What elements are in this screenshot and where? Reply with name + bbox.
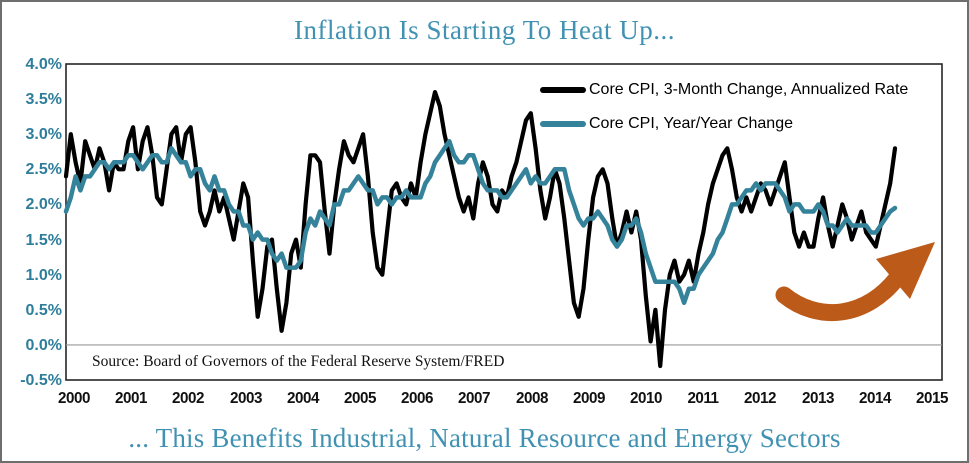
y-tick-label: 0.5%: [25, 301, 62, 319]
source-note: Source: Board of Governors of the Federa…: [92, 353, 505, 370]
y-tick-label: 3.0%: [25, 126, 62, 144]
legend-label: Core CPI, Year/Year Change: [589, 115, 793, 132]
legend-row: Core CPI, Year/Year Change: [540, 115, 908, 133]
x-tick-label: 2014: [858, 390, 891, 407]
x-tick-label: 2011: [687, 390, 720, 407]
x-tick-label: 2002: [172, 390, 205, 407]
y-tick-label: 1.5%: [25, 231, 62, 249]
legend-label: Core CPI, 3-Month Change, Annualized Rat…: [589, 81, 909, 98]
chart-title: Inflation Is Starting To Heat Up...: [293, 15, 676, 45]
x-tick-label: 2000: [58, 390, 90, 407]
legend-line-swatch-icon: [540, 87, 586, 93]
trend-up-arrow-head-icon: [876, 242, 935, 299]
bottom-caption: ... This Benefits Industrial, Natural Re…: [128, 423, 841, 453]
series-line-core-cpi-yoy: [63, 138, 898, 306]
trend-up-arrow-icon: [775, 265, 909, 321]
y-tick-label: 2.0%: [25, 196, 62, 214]
plot-border: [65, 63, 943, 381]
x-axis: 2000 2001 2002 2003 2004 2005 2006 2007 2008 2009…: [2, 390, 967, 412]
y-axis: 4.0% 3.5% 3.0% 2.5% 2.0% 1.5% 1.0% 0.5% 0.0% -0.5…: [6, 2, 62, 461]
y-tick-label: 4.0%: [25, 56, 62, 73]
x-tick-label: 2007: [458, 390, 491, 407]
y-tick-label: 2.5%: [25, 161, 62, 179]
x-tick-label: 2012: [744, 390, 777, 407]
x-tick-label: 2004: [286, 390, 319, 407]
y-tick-label: 0.0%: [25, 336, 62, 354]
x-tick-label: 2001: [115, 390, 148, 407]
legend-line-swatch-icon: [540, 121, 586, 127]
legend: Core CPI, 3-Month Change, Annualized Rat…: [540, 81, 908, 149]
x-tick-label: 2008: [515, 390, 548, 407]
x-tick-label: 2009: [572, 390, 605, 407]
x-tick-label: 2006: [401, 390, 434, 407]
y-tick-label: -0.5%: [20, 372, 62, 389]
x-tick-label: 2013: [801, 390, 834, 407]
y-tick-label: 3.5%: [25, 91, 62, 109]
x-tick-label: 2010: [630, 390, 662, 407]
x-tick-label: 2005: [344, 390, 376, 407]
y-tick-label: 1.0%: [25, 266, 62, 284]
x-tick-label: 2015: [916, 390, 948, 407]
legend-row: Core CPI, 3-Month Change, Annualized Rat…: [540, 81, 908, 99]
x-tick-label: 2003: [229, 390, 262, 407]
